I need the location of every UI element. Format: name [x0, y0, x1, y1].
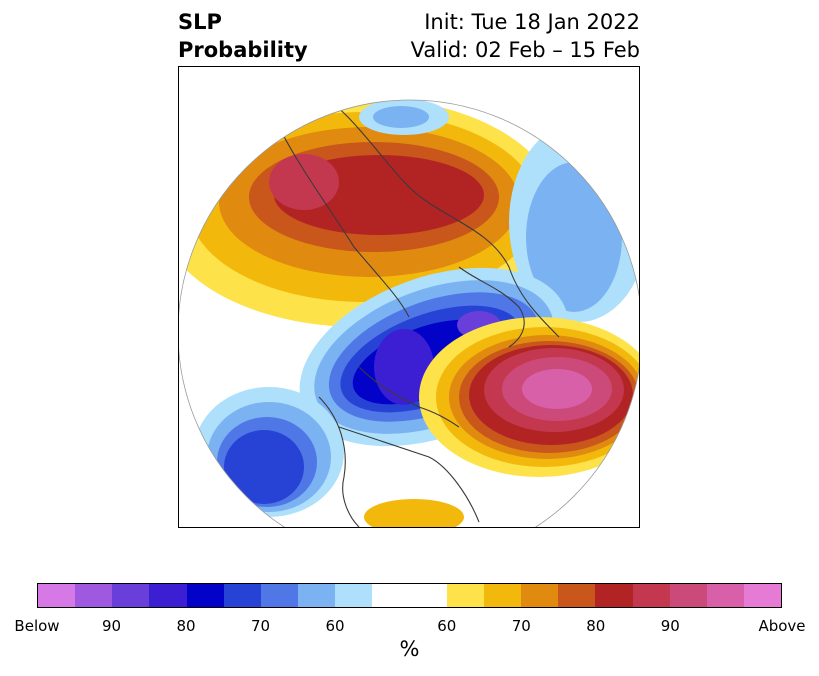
- colorbar-cell: [521, 584, 559, 607]
- valid-date: Valid: 02 Feb – 15 Feb: [410, 38, 640, 62]
- colorbar-tick-label: Above: [758, 617, 806, 635]
- colorbar-cell: [372, 584, 410, 607]
- probability-field: [179, 100, 639, 527]
- colorbar-cell: [223, 584, 261, 607]
- colorbar-tick-label: 90: [660, 617, 680, 635]
- colorbar-cell: [260, 584, 299, 607]
- colorbar-tick-labels: Below 90 80 70 60 60 70 80 90 Above: [0, 617, 819, 637]
- colorbar-cell: [706, 584, 744, 607]
- colorbar-cell: [38, 584, 76, 607]
- colorbar-cell: [483, 584, 522, 607]
- map-title: SLP Probability: [178, 8, 308, 64]
- colorbar-tick-label: 60: [325, 617, 345, 635]
- below-upper-65: [373, 106, 429, 128]
- title-variable: SLP: [178, 10, 222, 34]
- colorbar-tick-label: 70: [250, 617, 271, 635]
- colorbar-tick-label: 90: [101, 617, 122, 635]
- above-bottom-60: [364, 499, 464, 527]
- colorbar-cell: [186, 584, 224, 607]
- title-product: Probability: [178, 38, 308, 62]
- colorbar-cell: [632, 584, 670, 607]
- colorbar-cell: [446, 584, 484, 607]
- init-date: Init: Tue 18 Jan 2022: [424, 10, 640, 34]
- below-right-65: [526, 162, 622, 312]
- colorbar-cell: [75, 584, 113, 607]
- colorbar-tick-label: 80: [586, 617, 606, 635]
- colorbar-tick-label: 80: [176, 617, 196, 635]
- colorbar-tick-label: 70: [511, 617, 531, 635]
- colorbar-cell: [409, 584, 447, 607]
- colorbar-cell: [335, 584, 373, 607]
- above-contour-85: [269, 154, 339, 210]
- colorbar-tick-label: Below: [14, 617, 60, 635]
- colorbar: [37, 583, 782, 608]
- map-dates: Init: Tue 18 Jan 2022 Valid: 02 Feb – 15…: [411, 8, 640, 64]
- probability-map: [179, 99, 639, 527]
- colorbar-cell: [669, 584, 707, 607]
- below-arctic-85: [374, 329, 434, 405]
- map-boundary: [179, 99, 639, 527]
- colorbar-cell: [298, 584, 336, 607]
- colorbar-cell: [743, 584, 782, 607]
- colorbar-cell: [595, 584, 633, 607]
- below-pacific-75: [224, 430, 304, 504]
- colorbar-cell: [149, 584, 187, 607]
- colorbar-unit: %: [399, 637, 420, 661]
- coastlines: [278, 100, 560, 527]
- colorbar-tick-label: 60: [437, 617, 457, 635]
- colorbar-cell: [112, 584, 150, 607]
- above-lowright-90: [522, 369, 592, 409]
- map-frame: [178, 66, 640, 528]
- colorbar-cell: [558, 584, 596, 607]
